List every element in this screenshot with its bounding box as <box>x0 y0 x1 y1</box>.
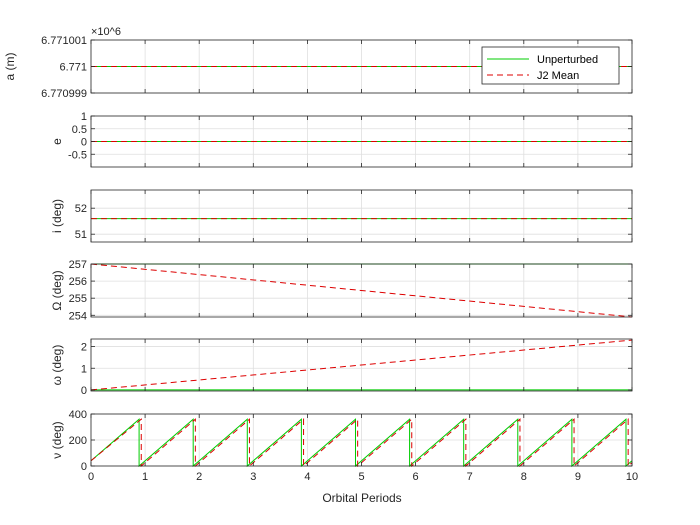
y-tick-label: 6.770999 <box>41 88 87 100</box>
x-tick-label: 8 <box>521 471 527 483</box>
legend-label-j2: J2 Mean <box>537 70 579 82</box>
y-tick-label: 0 <box>81 385 87 397</box>
subplot-e: -0.500.51 e <box>50 111 633 168</box>
subplot-i: 51 52 i (deg) <box>50 189 633 243</box>
y-tick-label: 257 <box>69 259 87 271</box>
x-tick-label: 9 <box>575 471 581 483</box>
y-axis-label-argp: ω (deg) <box>50 345 64 386</box>
y-tick-label: 0 <box>81 461 87 473</box>
series-j2-mean-nu <box>90 418 633 468</box>
y-tick-label: 0.5 <box>72 124 87 136</box>
y-axis-label-a: a (m) <box>3 53 17 81</box>
subplot-raan: 254 255 256 257 Ω (deg) <box>50 259 633 322</box>
x-tick-label: 1 <box>142 471 148 483</box>
y-tick-label: 400 <box>69 409 87 421</box>
y-tick-label: -0.5 <box>68 149 87 161</box>
x-tick-label: 5 <box>358 471 364 483</box>
legend-box <box>481 46 620 85</box>
y-tick-label: 51 <box>75 229 87 241</box>
series-unperturbed-nu <box>90 418 633 468</box>
y-axis-label-raan: Ω (deg) <box>50 270 64 310</box>
y-tick-label: 2 <box>81 342 87 354</box>
y-tick-label: 255 <box>69 293 87 305</box>
subplot-argp: 0 1 2 ω (deg) <box>50 338 633 397</box>
x-tick-label: 7 <box>467 471 473 483</box>
x-tick-label: 0 <box>88 471 94 483</box>
x-tick-label: 6 <box>413 471 419 483</box>
y-tick-label: 52 <box>75 203 87 215</box>
y-tick-label: 1 <box>81 363 87 375</box>
x-tick-label: 3 <box>250 471 256 483</box>
legend: Unperturbed J2 Mean <box>481 46 620 85</box>
x-tick-label: 4 <box>304 471 310 483</box>
x-axis-label: Orbital Periods <box>322 491 401 505</box>
exponent-label: ×10^6 <box>91 26 121 38</box>
y-tick-label: 0 <box>81 137 87 149</box>
subplot-nu: 0 200 400 ν (deg) 0 1 2 3 4 5 6 7 8 9 10 <box>50 409 638 483</box>
legend-label-unperturbed: Unperturbed <box>537 54 598 66</box>
x-tick-label: 10 <box>626 471 638 483</box>
y-axis-label-e: e <box>50 138 64 145</box>
y-tick-label: 256 <box>69 276 87 288</box>
series-j2-mean-raan <box>90 263 633 318</box>
y-tick-label: 254 <box>69 310 87 322</box>
y-tick-label: 6.771 <box>59 62 87 74</box>
y-axis-label-nu: ν (deg) <box>50 421 64 458</box>
y-axis-label-i: i (deg) <box>50 199 64 233</box>
y-tick-label: 200 <box>69 435 87 447</box>
y-tick-label: 1 <box>81 111 87 123</box>
x-tick-label: 2 <box>196 471 202 483</box>
y-tick-label: 6.771001 <box>41 35 87 47</box>
series-j2-mean-argp <box>90 339 633 391</box>
